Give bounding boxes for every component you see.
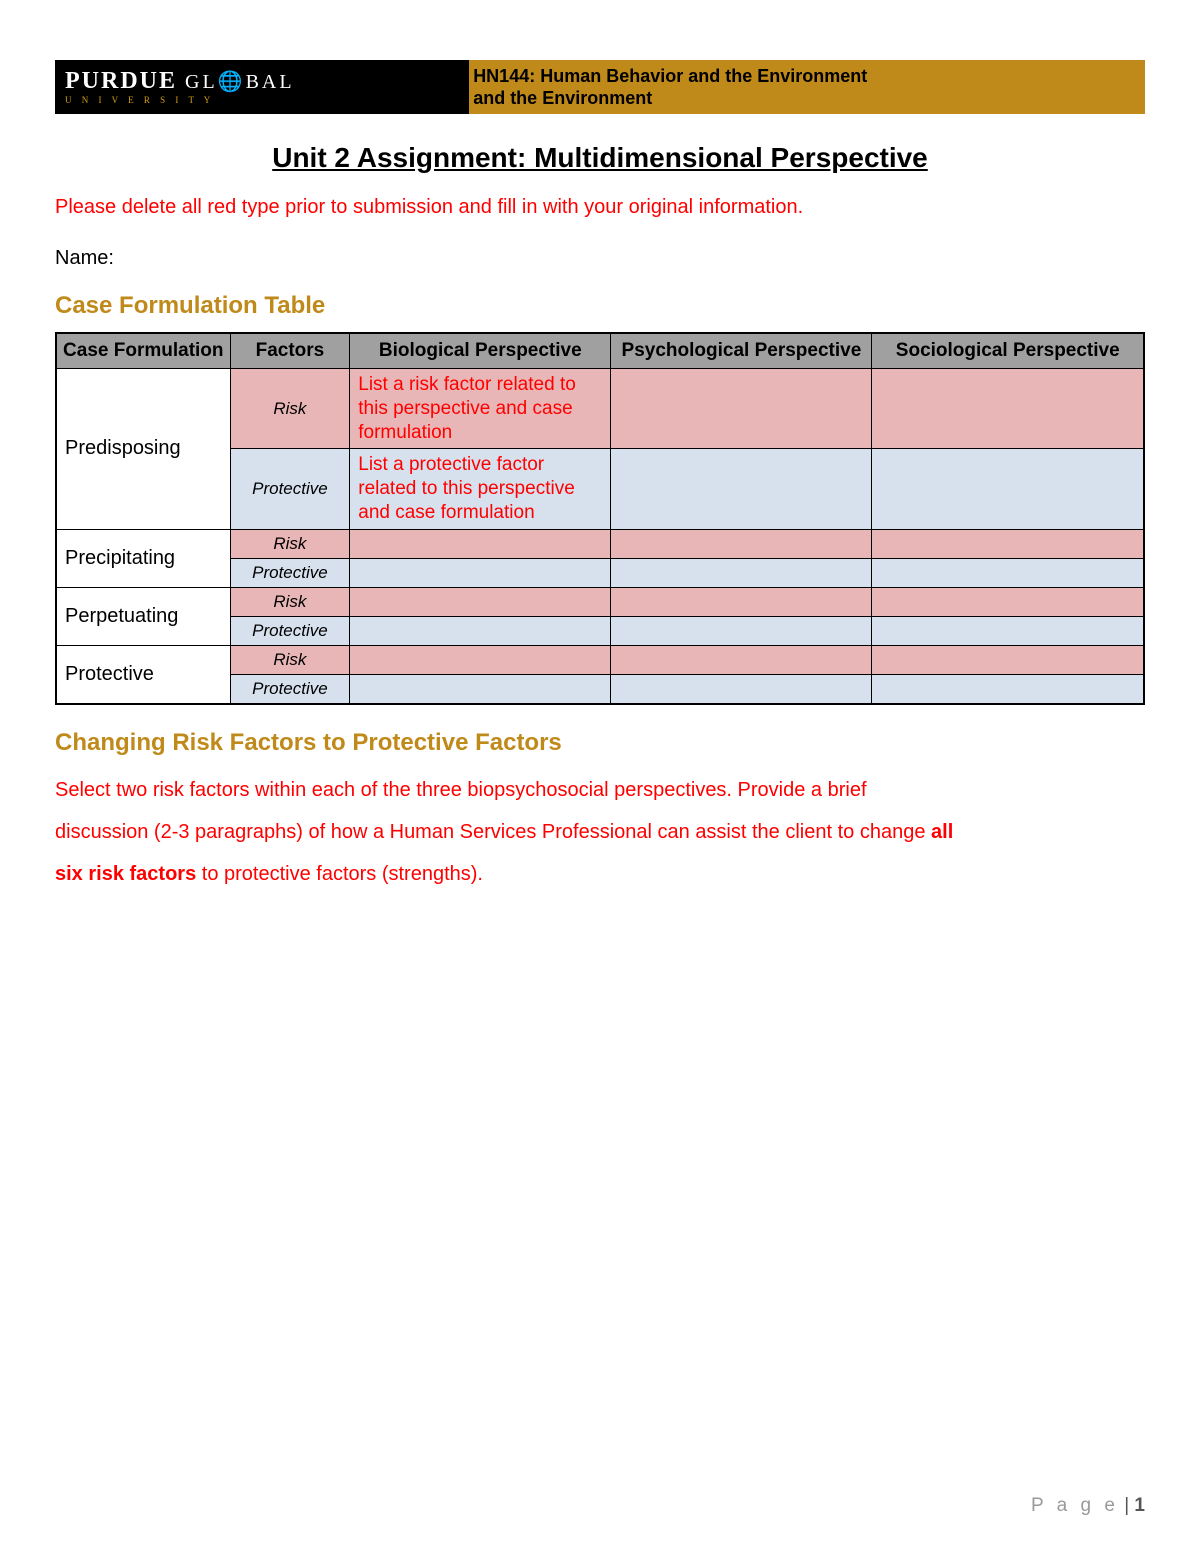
table-row: Precipitating Risk <box>56 529 1144 558</box>
body-line-3a-bold: six risk factors <box>55 863 196 885</box>
cell-bio <box>350 645 611 674</box>
course-title-block: HN144: Human Behavior and the Environmen… <box>469 60 1145 114</box>
cell-bio <box>350 674 611 704</box>
cell-bio: List a protective factor related to this… <box>350 449 611 529</box>
table-row: Predisposing Risk List a risk factor rel… <box>56 369 1144 449</box>
cell-psych <box>611 449 872 529</box>
cell-psych <box>611 674 872 704</box>
case-formulation-table: Case Formulation Factors Biological Pers… <box>55 332 1145 705</box>
cell-bio <box>350 587 611 616</box>
body-line-2a: discussion (2-3 paragraphs) of how a Hum… <box>55 821 931 843</box>
factor-protective: Protective <box>230 616 350 645</box>
group-label-predisposing: Predisposing <box>56 369 230 530</box>
cell-psych <box>611 529 872 558</box>
factor-risk: Risk <box>230 369 350 449</box>
table-row: Protective Risk <box>56 645 1144 674</box>
factor-risk: Risk <box>230 529 350 558</box>
cell-psych <box>611 558 872 587</box>
section-heading-changing-factors: Changing Risk Factors to Protective Fact… <box>55 729 1145 757</box>
body-line-3b: to protective factors (strengths). <box>196 863 483 885</box>
name-label: Name: <box>55 247 1145 270</box>
cell-psych <box>611 587 872 616</box>
course-line-1: HN144: Human Behavior and the Environmen… <box>473 65 1145 88</box>
brand-purdue: PURDUE <box>65 68 177 94</box>
document-page: PURDUE GL🌐BAL U N I V E R S I T Y HN144:… <box>0 0 1200 1553</box>
cell-bio <box>350 529 611 558</box>
cell-bio: List a risk factor related to this persp… <box>350 369 611 449</box>
cell-psych <box>611 369 872 449</box>
table-header-row: Case Formulation Factors Biological Pers… <box>56 333 1144 369</box>
factor-protective: Protective <box>230 674 350 704</box>
group-label-precipitating: Precipitating <box>56 529 230 587</box>
body-line-3: six risk factors to protective factors (… <box>55 853 1145 895</box>
course-line-2: and the Environment <box>473 87 1145 110</box>
cell-soc <box>872 449 1144 529</box>
brand-global: GL🌐BAL <box>185 71 295 93</box>
changing-factors-body: Select two risk factors within each of t… <box>55 769 1145 895</box>
cell-soc <box>872 369 1144 449</box>
cell-psych <box>611 645 872 674</box>
footer-bar: | <box>1119 1495 1135 1516</box>
cell-soc <box>872 616 1144 645</box>
th-sociological: Sociological Perspective <box>872 333 1144 369</box>
page-footer: P a g e | 1 <box>1031 1495 1145 1517</box>
group-label-protective: Protective <box>56 645 230 704</box>
table-row: Perpetuating Risk <box>56 587 1144 616</box>
th-factors: Factors <box>230 333 350 369</box>
delete-red-instruction: Please delete all red type prior to subm… <box>55 196 1145 219</box>
body-line-1: Select two risk factors within each of t… <box>55 769 1145 811</box>
body-line-2b-bold: all <box>931 821 953 843</box>
cell-psych <box>611 616 872 645</box>
brand-main: PURDUE GL🌐BAL <box>65 69 469 93</box>
cell-soc <box>872 674 1144 704</box>
cell-soc <box>872 558 1144 587</box>
cell-bio <box>350 616 611 645</box>
th-case-formulation: Case Formulation <box>56 333 230 369</box>
factor-risk: Risk <box>230 587 350 616</box>
th-biological: Biological Perspective <box>350 333 611 369</box>
cell-soc <box>872 645 1144 674</box>
page-title: Unit 2 Assignment: Multidimensional Pers… <box>55 142 1145 174</box>
th-psychological: Psychological Perspective <box>611 333 872 369</box>
cell-soc <box>872 587 1144 616</box>
factor-risk: Risk <box>230 645 350 674</box>
cell-soc <box>872 529 1144 558</box>
cell-bio <box>350 558 611 587</box>
brand-block: PURDUE GL🌐BAL U N I V E R S I T Y <box>55 60 469 114</box>
section-heading-case-table: Case Formulation Table <box>55 292 1145 320</box>
body-line-2: discussion (2-3 paragraphs) of how a Hum… <box>55 811 1145 853</box>
group-label-perpetuating: Perpetuating <box>56 587 230 645</box>
factor-protective: Protective <box>230 449 350 529</box>
course-banner: PURDUE GL🌐BAL U N I V E R S I T Y HN144:… <box>55 60 1145 114</box>
footer-page-number: 1 <box>1134 1495 1145 1516</box>
brand-university: U N I V E R S I T Y <box>65 95 469 105</box>
factor-protective: Protective <box>230 558 350 587</box>
footer-label: P a g e <box>1031 1495 1119 1516</box>
